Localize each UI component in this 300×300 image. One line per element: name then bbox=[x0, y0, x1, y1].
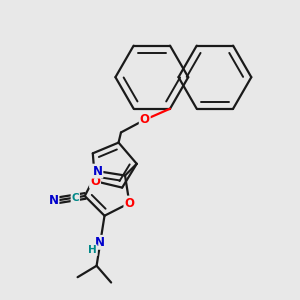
Text: O: O bbox=[90, 175, 100, 188]
Text: N: N bbox=[49, 194, 58, 208]
Text: N: N bbox=[92, 165, 103, 178]
Text: N: N bbox=[95, 236, 105, 249]
Text: O: O bbox=[140, 113, 150, 126]
Text: C: C bbox=[71, 193, 79, 203]
Text: O: O bbox=[124, 196, 134, 210]
Text: H: H bbox=[88, 245, 97, 255]
